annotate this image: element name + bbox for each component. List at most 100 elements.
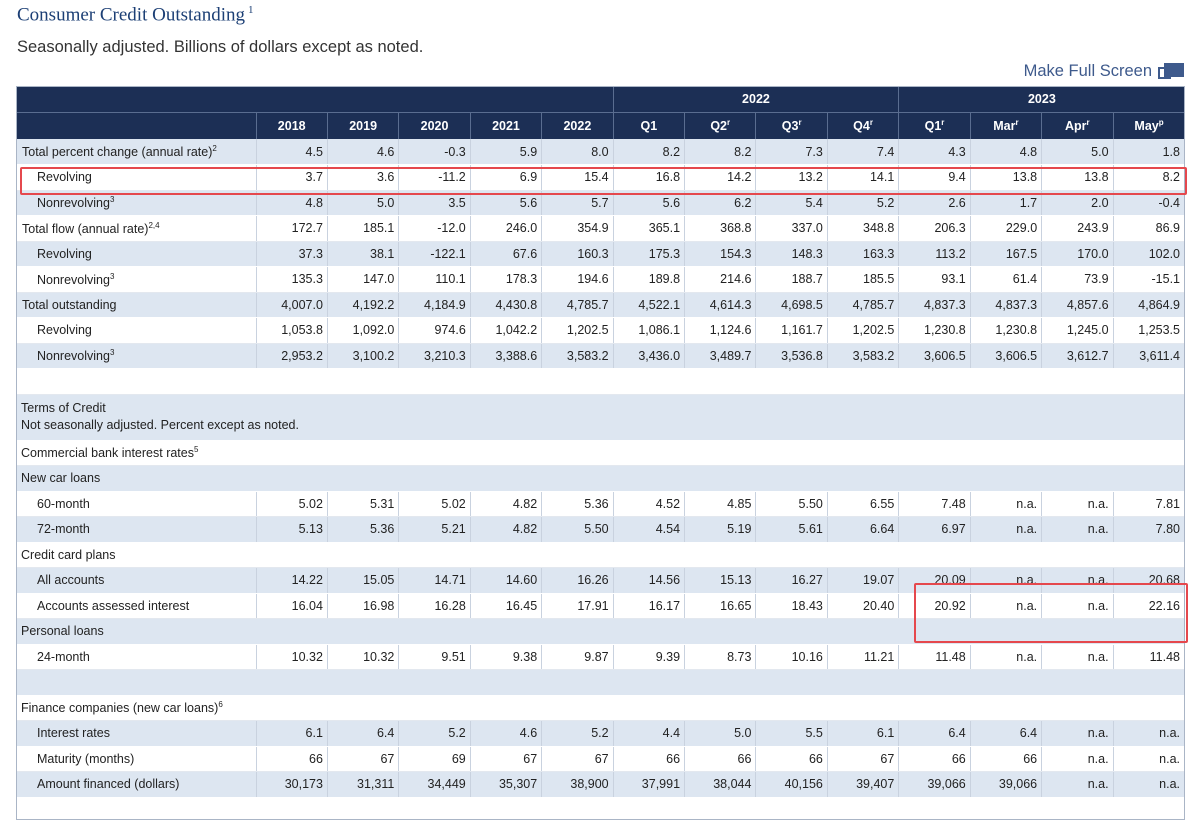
- table-cell: 3,606.5: [898, 343, 971, 369]
- table-cell: 4,698.5: [755, 292, 828, 318]
- table-cell: 16.45: [470, 593, 543, 619]
- table-cell: 2.6: [898, 190, 971, 216]
- consumer-credit-table: 2022 2023 2018 2019 2020 2021 2022 Q1 Q2r Q3r Q4…: [16, 86, 1186, 798]
- table-cell: 18.43: [755, 593, 828, 619]
- table-cell: 148.3: [755, 241, 828, 267]
- table-cell: -11.2: [398, 164, 471, 191]
- row-label: Maturity (months): [16, 746, 257, 772]
- table-cell: 3,436.0: [613, 343, 686, 369]
- table-cell: n.a.: [1041, 644, 1114, 670]
- table-row: 60-month 5.02 5.31 5.02 4.82 5.36 4.52 4.85 5.50…: [16, 491, 1186, 517]
- column-header: 2022: [541, 112, 614, 139]
- table-cell: 37,991: [613, 771, 686, 798]
- table-cell: 5.0: [327, 190, 400, 216]
- section-label: [16, 368, 1185, 395]
- table-cell: n.a.: [970, 644, 1043, 670]
- table-cell: -12.0: [398, 215, 471, 242]
- page-title: Consumer Credit Outstanding 1: [17, 4, 254, 26]
- table-cell: 6.9: [470, 164, 543, 191]
- table-cell: 14.2: [684, 164, 757, 191]
- table-cell: n.a.: [1113, 771, 1186, 798]
- table-cell: 1,124.6: [684, 317, 757, 344]
- table-cell: 9.39: [613, 644, 686, 670]
- table-cell: 5.7: [541, 190, 614, 216]
- table-cell: 40,156: [755, 771, 828, 798]
- table-cell: 20.68: [1113, 567, 1186, 594]
- table-row: All accounts 14.22 15.05 14.71 14.60 16.26 14.…: [16, 567, 1186, 594]
- make-full-screen-link[interactable]: Make Full Screen: [1024, 62, 1184, 81]
- table-cell: 5.50: [755, 491, 828, 517]
- table-cell: 113.2: [898, 241, 971, 267]
- row-label: Total outstanding: [16, 292, 257, 318]
- table-cell: 368.8: [684, 215, 757, 242]
- section-row: Finance companies (new car loans)6: [16, 695, 1185, 721]
- table-cell: 365.1: [613, 215, 686, 242]
- table-cell: n.a.: [1113, 720, 1186, 747]
- table-row: Revolving 1,053.8 1,092.0 974.6 1,042.2 1,202…: [16, 317, 1186, 344]
- table-cell: 5.0: [1041, 139, 1114, 165]
- table-row: Revolving 3.7 3.6 -11.2 6.9 15.4 16.8 14.2 13.2 1…: [16, 164, 1186, 191]
- table-cell: 35,307: [470, 771, 543, 798]
- table-row: Nonrevolving3 4.8 5.0 3.5 5.6 5.7 5.6 6.2 5.4 5.2…: [16, 190, 1186, 216]
- table-cell: 7.81: [1113, 491, 1186, 517]
- table-cell: 93.1: [898, 266, 971, 293]
- table-cell: 5.36: [541, 491, 614, 517]
- table-cell: 8.2: [684, 139, 757, 165]
- table-cell: 4.52: [613, 491, 686, 517]
- table-cell: 20.09: [898, 567, 971, 594]
- table-cell: 16.65: [684, 593, 757, 619]
- table-row: Amount financed (dollars) 30,173 31,311 34,…: [16, 771, 1186, 798]
- table-cell: 154.3: [684, 241, 757, 267]
- table-cell: 185.5: [827, 266, 900, 293]
- table-cell: 178.3: [470, 266, 543, 293]
- table-cell: 5.50: [541, 516, 614, 543]
- table-cell: 1,042.2: [470, 317, 543, 344]
- table-cell: 39,066: [970, 771, 1043, 798]
- table-cell: 135.3: [256, 266, 328, 293]
- table-row: Nonrevolving3 2,953.2 3,100.2 3,210.3 3,388.…: [16, 343, 1186, 369]
- table-cell: 73.9: [1041, 266, 1114, 293]
- title-footnote: 1: [247, 4, 254, 16]
- table-row: Nonrevolving3 135.3 147.0 110.1 178.3 194.6 18…: [16, 266, 1186, 293]
- table-cell: 4,614.3: [684, 292, 757, 318]
- table-cell: 16.28: [398, 593, 471, 619]
- table-cell: 3,100.2: [327, 343, 400, 369]
- table-cell: 170.0: [1041, 241, 1114, 267]
- table-cell: 1,161.7: [755, 317, 828, 344]
- column-header: Q2r: [684, 112, 757, 139]
- table-cell: 67: [541, 746, 614, 772]
- table-cell: 5.21: [398, 516, 471, 543]
- table-cell: 86.9: [1113, 215, 1186, 242]
- row-label: Nonrevolving3: [16, 343, 257, 369]
- table-cell: 9.38: [470, 644, 543, 670]
- table-cell: 19.07: [827, 567, 900, 594]
- table-cell: n.a.: [970, 593, 1043, 619]
- table-cell: 66: [256, 746, 328, 772]
- table-cell: 4,864.9: [1113, 292, 1186, 318]
- table-row: Interest rates 6.1 6.4 5.2 4.6 5.2 4.4 5.0 5.5 6.…: [16, 720, 1186, 747]
- row-label: Amount financed (dollars): [16, 771, 257, 798]
- table-cell: 6.4: [970, 720, 1043, 747]
- table-cell: 163.3: [827, 241, 900, 267]
- table-cell: 6.1: [256, 720, 328, 747]
- column-header: Q1r: [898, 112, 971, 139]
- header-blank: [16, 86, 614, 113]
- table-cell: 1,086.1: [613, 317, 686, 344]
- table-cell: 66: [684, 746, 757, 772]
- fullscreen-icon: [1158, 63, 1184, 80]
- table-cell: 4.54: [613, 516, 686, 543]
- table-cell: 5.61: [755, 516, 828, 543]
- table-cell: 39,407: [827, 771, 900, 798]
- table-cell: 229.0: [970, 215, 1043, 242]
- table-cell: 6.4: [327, 720, 400, 747]
- section-row: Commercial bank interest rates5: [16, 440, 1185, 466]
- table-cell: 1,092.0: [327, 317, 400, 344]
- table-cell: 7.3: [755, 139, 828, 165]
- terms-title: Terms of Credit: [21, 401, 106, 415]
- table-cell: n.a.: [1041, 746, 1114, 772]
- table-cell: 1,053.8: [256, 317, 328, 344]
- table-cell: 3.6: [327, 164, 400, 191]
- table-cell: 160.3: [541, 241, 614, 267]
- table-cell: 4,857.6: [1041, 292, 1114, 318]
- row-label: Nonrevolving3: [16, 266, 257, 293]
